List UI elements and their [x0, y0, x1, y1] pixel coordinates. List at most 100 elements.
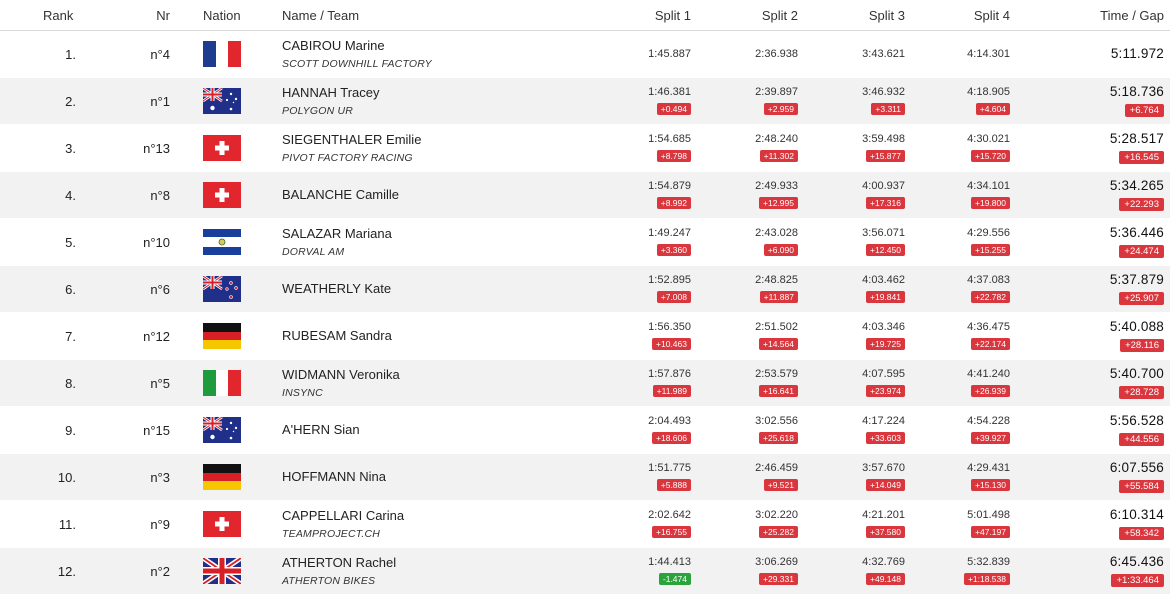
table-row[interactable]: 2. n°1 HANNAH Tracey POLYGON UR 1:46.381…: [0, 78, 1170, 125]
rider-cell[interactable]: CAPPELLARI Carina TEAMPROJECT.CH: [282, 508, 622, 541]
split1-value: 1:46.381: [648, 86, 691, 98]
table-row[interactable]: 1. n°4 CABIROU Marine SCOTT DOWNHILL FAC…: [0, 31, 1170, 78]
split4-gap-badge: +47.197: [971, 526, 1010, 538]
rider-cell[interactable]: ATHERTON Rachel ATHERTON BIKES: [282, 555, 622, 588]
split2-cell: 2:39.897 +2.959: [707, 85, 798, 117]
split3-gap-badge: +19.841: [866, 291, 905, 303]
rider-name[interactable]: CABIROU Marine: [282, 37, 385, 53]
rider-name[interactable]: WEATHERLY Kate: [282, 281, 392, 296]
split1-gap-badge: +10.463: [652, 338, 691, 350]
bib-number: n°3: [150, 469, 170, 485]
table-row[interactable]: 6. n°6 WEATHERLY Kate 1:52.895 +7.008 2:…: [0, 266, 1170, 313]
table-row[interactable]: 12. n°2 ATHERTON Rachel ATHERTON BIKES 1…: [0, 548, 1170, 595]
split3-value: 4:00.937: [862, 180, 905, 192]
team-name: DORVAL AM: [282, 245, 345, 258]
nation-cell: [203, 417, 249, 443]
split2-value: 3:06.269: [755, 556, 798, 568]
split4-cell: 4:36.475 +22.174: [920, 320, 1010, 352]
split1-cell: 1:54.685 +8.798: [600, 132, 691, 164]
rider-cell[interactable]: CABIROU Marine SCOTT DOWNHILL FACTORY: [282, 38, 622, 71]
rider-cell[interactable]: WEATHERLY Kate: [282, 281, 622, 297]
split3-cell: 4:00.937 +17.316: [815, 179, 905, 211]
rider-cell[interactable]: BALANCHE Camille: [282, 187, 622, 203]
split4-value: 4:18.905: [967, 86, 1010, 98]
final-time: 5:11.972: [1110, 46, 1164, 61]
australia-flag-icon: [203, 417, 241, 443]
rider-name[interactable]: SALAZAR Mariana: [282, 225, 392, 241]
table-row[interactable]: 9. n°15 A'HERN Sian 2:04.493 +18.606 3:0…: [0, 407, 1170, 454]
split2-cell: 3:02.556 +25.618: [707, 414, 798, 446]
split3-gap-badge: +23.974: [866, 385, 905, 397]
rider-cell[interactable]: HANNAH Tracey POLYGON UR: [282, 85, 622, 118]
rider-name[interactable]: A'HERN Sian: [282, 422, 360, 437]
rider-name[interactable]: RUBESAM Sandra: [282, 328, 392, 343]
split1-gap-badge: +8.798: [656, 150, 691, 162]
split4-gap-badge: +4.604: [975, 103, 1010, 115]
rider-name[interactable]: HANNAH Tracey: [282, 84, 380, 100]
split2-value: 2:48.825: [755, 274, 798, 286]
rider-name[interactable]: SIEGENTHALER Emilie: [282, 131, 422, 147]
rider-name[interactable]: ATHERTON Rachel: [282, 554, 397, 570]
rider-cell[interactable]: HOFFMANN Nina: [282, 469, 622, 485]
split4-cell: 4:29.431 +15.130: [920, 461, 1010, 493]
split1-gap-badge: -1.474: [658, 573, 691, 585]
table-row[interactable]: 4. n°8 BALANCHE Camille 1:54.879 +8.992 …: [0, 172, 1170, 219]
split1-value: 1:54.685: [648, 133, 691, 145]
table-row[interactable]: 10. n°3 HOFFMANN Nina 1:51.775 +5.888 2:…: [0, 454, 1170, 501]
split3-gap-badge: +49.148: [866, 573, 905, 585]
rider-cell[interactable]: A'HERN Sian: [282, 422, 622, 438]
split3-cell: 3:57.670 +14.049: [815, 461, 905, 493]
split2-value: 2:36.938: [755, 48, 798, 60]
rank-cell: 8.: [65, 375, 76, 391]
split3-value: 4:32.769: [862, 556, 905, 568]
rank-cell: 5.: [65, 234, 76, 250]
nr-header[interactable]: Nr: [156, 7, 170, 23]
rider-cell[interactable]: SALAZAR Mariana DORVAL AM: [282, 226, 622, 259]
rider-name[interactable]: CAPPELLARI Carina: [282, 507, 405, 523]
split4-cell: 4:41.240 +26.939: [920, 367, 1010, 399]
split3-cell: 4:03.346 +19.725: [815, 320, 905, 352]
table-row[interactable]: 7. n°12 RUBESAM Sandra 1:56.350 +10.463 …: [0, 313, 1170, 360]
rank-header[interactable]: Rank: [43, 7, 74, 23]
rider-cell[interactable]: RUBESAM Sandra: [282, 328, 622, 344]
nation-header[interactable]: Nation: [203, 7, 241, 23]
split3-header[interactable]: Split 3: [868, 7, 905, 23]
nation-cell: [203, 182, 249, 208]
split2-gap-badge: +16.641: [759, 385, 798, 397]
split2-cell: 2:36.938: [707, 47, 798, 61]
split3-value: 3:46.932: [862, 86, 905, 98]
table-row[interactable]: 5. n°10 SALAZAR Mariana DORVAL AM 1:49.2…: [0, 219, 1170, 266]
rank-cell: 11.: [58, 516, 76, 532]
bib-number: n°6: [150, 281, 170, 297]
rider-name[interactable]: HOFFMANN Nina: [282, 469, 387, 484]
rider-cell[interactable]: WIDMANN Veronika INSYNC: [282, 367, 622, 400]
rider-name[interactable]: BALANCHE Camille: [282, 187, 400, 202]
split3-cell: 3:59.498 +15.877: [815, 132, 905, 164]
nation-cell: [203, 229, 249, 255]
rank-cell: 2.: [65, 93, 76, 109]
time-gap-header[interactable]: Time / Gap: [1100, 7, 1164, 23]
split3-value: 4:17.224: [862, 415, 905, 427]
split4-value: 4:30.021: [967, 133, 1010, 145]
split2-value: 2:53.579: [755, 368, 798, 380]
table-row[interactable]: 11. n°9 CAPPELLARI Carina TEAMPROJECT.CH…: [0, 501, 1170, 548]
split2-gap-badge: +6.090: [763, 244, 798, 256]
table-row[interactable]: 3. n°13 SIEGENTHALER Emilie PIVOT FACTOR…: [0, 125, 1170, 172]
split3-cell: 4:21.201 +37.580: [815, 508, 905, 540]
rank-cell: 1.: [65, 46, 76, 62]
time-cell: 5:40.700 +28.728: [1040, 366, 1164, 400]
split1-header[interactable]: Split 1: [654, 7, 691, 23]
split3-gap-badge: +19.725: [866, 338, 905, 350]
split4-cell: 5:32.839 +1:18.538: [920, 555, 1010, 587]
rider-name[interactable]: WIDMANN Veronika: [282, 366, 400, 382]
table-row[interactable]: 8. n°5 WIDMANN Veronika INSYNC 1:57.876 …: [0, 360, 1170, 407]
split4-header[interactable]: Split 4: [973, 7, 1010, 23]
split1-cell: 1:49.247 +3.360: [600, 226, 691, 258]
split2-cell: 2:53.579 +16.641: [707, 367, 798, 399]
rider-cell[interactable]: SIEGENTHALER Emilie PIVOT FACTORY RACING: [282, 132, 622, 165]
rank-cell: 4.: [65, 187, 76, 203]
name-team-header[interactable]: Name / Team: [282, 7, 360, 23]
switzerland-flag-icon: [203, 135, 241, 161]
team-name: TEAMPROJECT.CH: [282, 527, 381, 540]
split2-header[interactable]: Split 2: [761, 7, 798, 23]
